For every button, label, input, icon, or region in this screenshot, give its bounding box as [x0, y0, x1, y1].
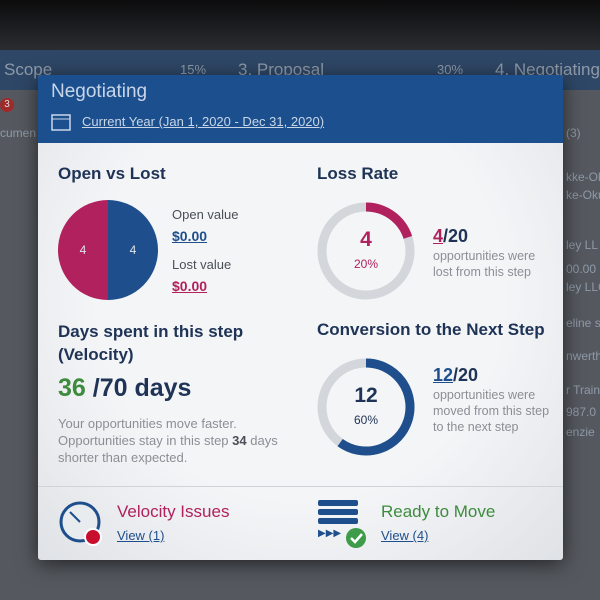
note-text: Your opportunities move faster. Opportun…	[58, 416, 237, 448]
ring-arc	[337, 358, 415, 456]
velocity-note: Your opportunities move faster. Opportun…	[58, 415, 298, 466]
popup: Negotiating Current Year (Jan 1, 2020 - …	[38, 75, 563, 560]
arrows-icon: ▶▶▶	[318, 528, 341, 539]
period-link[interactable]: Current Year (Jan 1, 2020 - Dec 31, 2020…	[82, 114, 325, 129]
pie-label: 4	[130, 243, 137, 257]
fragment: kke-Ok	[566, 170, 600, 184]
loss-count[interactable]: 4	[433, 226, 444, 246]
ring-arc	[365, 202, 413, 239]
column-percent: 30%	[437, 62, 464, 77]
pie-slice	[58, 200, 108, 300]
fragment: ley LL	[566, 238, 599, 252]
calendar-icon	[51, 114, 71, 131]
column-percent: 15%	[180, 62, 207, 77]
fragment: (3)	[566, 126, 581, 140]
server-icon	[318, 500, 358, 506]
top-shade	[0, 0, 600, 50]
fragment: r Train	[566, 383, 600, 397]
column-name: Scope	[4, 60, 53, 79]
loss-fraction: 4/20	[433, 226, 468, 247]
loss-total: /20	[443, 226, 469, 246]
server-icon	[318, 509, 358, 515]
ready-link[interactable]: View (4)	[381, 528, 429, 543]
conversion-description: opportunities were moved from this step …	[433, 388, 550, 434]
fragment: 00.00	[566, 262, 597, 276]
pie-label: 4	[80, 243, 87, 257]
section-title: Open vs Lost	[58, 164, 166, 183]
server-icon	[318, 518, 358, 524]
section-title: Days spent in this step (Velocity)	[58, 322, 244, 364]
fragment: ke-Oku	[566, 188, 600, 202]
ring-percent: 20%	[354, 257, 378, 271]
open-amount[interactable]: $0.00	[172, 228, 208, 244]
loss-description: opportunities were lost from this step	[433, 249, 536, 279]
column-name: 3. Proposal	[238, 60, 324, 79]
lost-amount[interactable]: $0.00	[172, 278, 208, 294]
footer-separator	[38, 486, 563, 487]
ready-title: Ready to Move	[381, 502, 496, 521]
check-icon	[346, 528, 366, 548]
velocity-issues-link[interactable]: View (1)	[117, 528, 165, 543]
fragment: ley LLC	[566, 280, 600, 294]
ring-value: 4	[360, 228, 372, 251]
fragment: eline s	[566, 316, 600, 330]
column-name: 4. Negotiating	[495, 60, 600, 79]
pie-slice	[108, 200, 158, 300]
alert-dot	[84, 528, 102, 546]
ring-value: 12	[354, 384, 377, 407]
lost-label: Lost value	[172, 257, 232, 272]
ring-percent: 60%	[354, 413, 378, 427]
badge: 3	[0, 98, 14, 112]
popup-header	[38, 75, 563, 143]
check-mark	[350, 533, 363, 544]
velocity-issues-title: Velocity Issues	[117, 502, 230, 521]
fragment: 987.0	[566, 405, 597, 419]
open-label: Open value	[172, 207, 239, 222]
velocity-days: 36	[58, 374, 86, 402]
popup-title: Negotiating	[51, 81, 148, 102]
conversion-count[interactable]: 12	[433, 365, 454, 385]
fragment: nwerth	[566, 349, 600, 363]
velocity-target: /70 days	[92, 374, 192, 402]
section-title: Loss Rate	[317, 164, 399, 183]
conversion-fraction: 12/20	[433, 365, 478, 386]
gauge-needle	[69, 511, 81, 523]
conversion-total: /20	[453, 365, 479, 385]
fragment: cumen	[0, 126, 37, 140]
note-text: days shorter than expected.	[58, 433, 278, 465]
velocity-value: 36 /70 days	[58, 374, 191, 403]
note-days: 34	[232, 433, 247, 448]
fragment: enzie	[566, 425, 595, 439]
section-title: Conversion to the Next Step	[317, 320, 545, 339]
